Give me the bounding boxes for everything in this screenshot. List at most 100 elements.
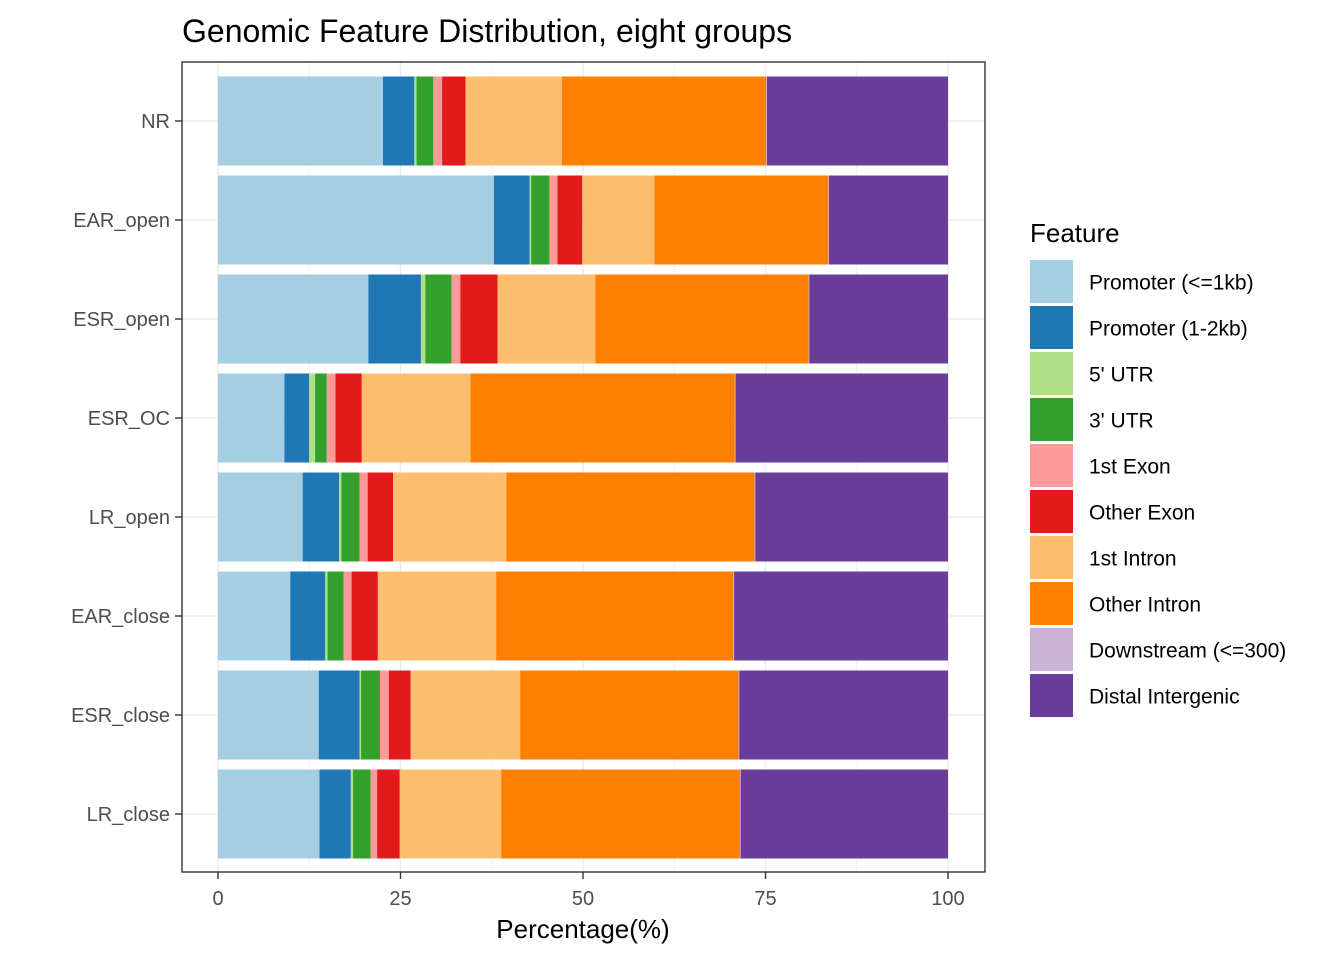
bar-segment-downstream-300: [734, 373, 736, 463]
legend-label: Other Intron: [1089, 594, 1201, 617]
legend-item-1st-exon: 1st Exon: [1030, 444, 1171, 487]
x-tick-label: 100: [931, 888, 964, 910]
bar-segment-1st-intron: [410, 670, 521, 760]
bar-segment-other-exon: [367, 472, 394, 562]
bar-segment-downstream-300: [733, 571, 735, 661]
bar-segment-other-exon: [335, 373, 362, 463]
bar-segment-3-utr: [353, 769, 371, 859]
legend-title: Feature: [1030, 218, 1120, 248]
legend-swatch: [1030, 352, 1073, 395]
bar-segment-promoter-1kb: [218, 175, 494, 265]
bar-segment-1st-exon: [451, 274, 461, 364]
legend-label: 1st Intron: [1089, 548, 1177, 571]
bar-segment-distal-intergenic: [766, 76, 948, 166]
bar-segment-other-exon: [377, 769, 400, 859]
bar-segment-5-utr: [420, 274, 426, 364]
legend-label: Promoter (<=1kb): [1089, 272, 1254, 295]
bar-segment-downstream-300: [766, 76, 767, 166]
bar-segment-promoter-1kb: [218, 373, 285, 463]
bar-segment-other-intron: [595, 274, 809, 364]
bar-segment-promoter-1kb: [218, 274, 369, 364]
legend-label: Downstream (<=300): [1089, 640, 1286, 663]
x-tick-label: 25: [389, 888, 411, 910]
legend-swatch: [1030, 536, 1073, 579]
x-tick-label: 0: [212, 888, 223, 910]
x-axis-title: Percentage(%): [496, 914, 669, 944]
bar-group-ear-open: [218, 175, 948, 265]
legend-item-3-utr: 3' UTR: [1030, 398, 1154, 441]
bar-segment-other-intron: [520, 670, 739, 760]
legend-label: 5' UTR: [1089, 364, 1154, 387]
bar-segment-1st-intron: [393, 472, 507, 562]
bar-segment-1st-intron: [377, 571, 497, 661]
legend-swatch: [1030, 628, 1073, 671]
y-tick-label: EAR_open: [73, 210, 170, 232]
bar-segment-distal-intergenic: [829, 175, 948, 265]
bar-segment-1st-exon: [359, 472, 368, 562]
bar-segment-1st-exon: [343, 571, 352, 661]
bar-segment-1st-exon: [326, 373, 336, 463]
bar-segment-downstream-300: [828, 175, 830, 265]
legend-item-promoter-1kb: Promoter (<=1kb): [1030, 260, 1254, 303]
bar-segment-5-utr: [339, 472, 342, 562]
legend-item-downstream-300: Downstream (<=300): [1030, 628, 1286, 671]
chart-title: Genomic Feature Distribution, eight grou…: [182, 13, 792, 49]
bar-segment-promoter-1-2kb: [318, 670, 360, 760]
bar-segment-other-exon: [351, 571, 378, 661]
legend-label: 1st Exon: [1089, 456, 1171, 479]
bar-segment-other-intron: [654, 175, 829, 265]
bar-segment-1st-intron: [361, 373, 471, 463]
y-tick-label: LR_close: [87, 804, 170, 826]
bar-group-lr-close: [218, 769, 948, 859]
bar-segment-1st-exon: [370, 769, 378, 859]
bar-segment-other-intron: [470, 373, 735, 463]
legend-swatch: [1030, 398, 1073, 441]
y-tick-label: ESR_OC: [88, 408, 170, 430]
bar-segment-distal-intergenic: [809, 274, 948, 364]
bar-segment-3-utr: [327, 571, 344, 661]
x-axis: 0 25 50 75 100: [212, 872, 965, 910]
bar-group-ear-close: [218, 571, 948, 661]
bar-segment-promoter-1kb: [218, 769, 320, 859]
bar-segment-other-intron: [496, 571, 734, 661]
legend-swatch: [1030, 306, 1073, 349]
bar-segment-promoter-1kb: [218, 76, 383, 166]
bar-segment-3-utr: [416, 76, 434, 166]
bar-segment-promoter-1kb: [218, 571, 291, 661]
legend-swatch: [1030, 674, 1073, 717]
bar-segment-3-utr: [315, 373, 327, 463]
legend-swatch: [1030, 444, 1073, 487]
bar-segment-promoter-1-2kb: [382, 76, 415, 166]
bar-segment-1st-exon: [549, 175, 558, 265]
bar-segment-distal-intergenic: [739, 670, 948, 760]
bar-segment-3-utr: [341, 472, 360, 562]
bar-group-esr-oc: [218, 373, 948, 463]
bar-segment-promoter-1-2kb: [290, 571, 326, 661]
bar-segment-1st-intron: [497, 274, 596, 364]
bar-segment-3-utr: [425, 274, 452, 364]
legend-label: 3' UTR: [1089, 410, 1154, 433]
legend-item-5-utr: 5' UTR: [1030, 352, 1154, 395]
bar-segment-downstream-300: [808, 274, 810, 364]
bar-segment-promoter-1-2kb: [493, 175, 530, 265]
bar-segment-1st-exon: [433, 76, 443, 166]
bar-segment-promoter-1-2kb: [368, 274, 421, 364]
bar-segment-other-exon: [442, 76, 466, 166]
bar-segment-5-utr: [309, 373, 316, 463]
bar-segment-promoter-1kb: [218, 472, 303, 562]
bar-segment-other-intron: [501, 769, 740, 859]
bar-segment-downstream-300: [738, 670, 740, 760]
bar-segment-promoter-1-2kb: [319, 769, 351, 859]
bar-segment-5-utr: [359, 670, 362, 760]
bar-segment-5-utr: [350, 769, 354, 859]
legend-swatch: [1030, 490, 1073, 533]
bar-segment-other-intron: [561, 76, 767, 166]
bar-segment-distal-intergenic: [734, 571, 948, 661]
bar-segment-1st-exon: [380, 670, 389, 760]
bar-segment-3-utr: [531, 175, 550, 265]
legend-swatch: [1030, 260, 1073, 303]
x-tick-label: 75: [754, 888, 776, 910]
bar-group-nr: [218, 76, 948, 166]
bar-segment-downstream-300: [754, 472, 756, 562]
legend-item-other-exon: Other Exon: [1030, 490, 1195, 533]
